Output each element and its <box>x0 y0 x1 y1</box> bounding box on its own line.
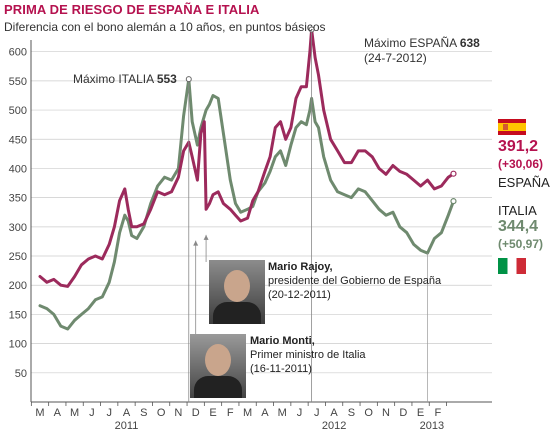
x-tick-label: F <box>227 407 234 419</box>
y-tick-label: 600 <box>9 47 27 59</box>
y-tick-label: 300 <box>9 222 27 234</box>
x-tick-label: D <box>399 407 407 419</box>
rajoy-caption: Mario Rajoy, presidente del Gobierno de … <box>268 260 441 302</box>
monti-name: Mario Monti, <box>250 335 315 347</box>
x-tick-label: O <box>364 407 373 419</box>
italia-max-annotation: Máximo ITALIA 553 <box>73 72 177 86</box>
y-tick-label: 200 <box>9 280 27 292</box>
italia-max-label: Máximo ITALIA <box>73 72 157 86</box>
x-tick-label: N <box>174 407 182 419</box>
rajoy-photo <box>209 260 265 324</box>
spain-flag-icon <box>498 119 526 135</box>
x-tick-label: A <box>330 407 338 419</box>
year-label: 2013 <box>420 420 444 432</box>
espana-value: 391,2 <box>498 138 539 155</box>
italy-flag-icon <box>498 258 526 274</box>
rajoy-date: (20-12-2011) <box>268 289 331 301</box>
y-tick-label: 50 <box>15 368 27 380</box>
rajoy-name: Mario Rajoy, <box>268 261 333 273</box>
chart-title: PRIMA DE RIESGO DE ESPAÑA E ITALIA <box>4 2 260 17</box>
x-tick-label: A <box>123 407 131 419</box>
x-tick-label: O <box>157 407 166 419</box>
italia-change: (+50,97) <box>498 237 544 251</box>
x-tick-label: M <box>243 407 252 419</box>
monti-photo <box>190 334 246 398</box>
annotation-marks: Máximo ESPAÑA 638(24-7-2012)Máximo ITALI… <box>73 26 480 402</box>
y-tick-label: 400 <box>9 163 27 175</box>
y-tick-label: 100 <box>9 339 27 351</box>
year-label: 2011 <box>115 420 139 432</box>
italia-label: ITALIA <box>498 203 537 218</box>
x-tick-label: J <box>297 407 303 419</box>
rajoy-arrow <box>203 234 209 240</box>
year-label: 2012 <box>322 420 346 432</box>
espana-end-marker <box>450 170 457 177</box>
y-tick-label: 350 <box>9 193 27 205</box>
x-tick-label: J <box>89 407 95 419</box>
italia-max-value: 553 <box>157 72 177 86</box>
italia-line <box>38 77 455 331</box>
italia-max-marker <box>185 76 192 83</box>
espana-label: ESPAÑA <box>498 175 550 190</box>
grid-lines <box>31 51 492 374</box>
monti-arrow <box>193 240 199 246</box>
x-tick-label: J <box>314 407 320 419</box>
x-tick-label: N <box>382 407 390 419</box>
espana-max-value: 638 <box>460 36 480 50</box>
y-tick-label: 450 <box>9 134 27 146</box>
rajoy-role: presidente del Gobierno de España <box>268 275 442 287</box>
espana-max-label: Máximo ESPAÑA <box>364 36 460 50</box>
x-tick-label: M <box>70 407 79 419</box>
espana-line <box>38 28 455 288</box>
x-tick-label: M <box>35 407 44 419</box>
x-tick-label: D <box>192 407 200 419</box>
x-tick-label: M <box>278 407 287 419</box>
italia-end-marker <box>450 198 457 205</box>
x-tick-label: S <box>140 407 147 419</box>
monti-caption: Mario Monti, Primer ministro de Italia (… <box>250 334 366 376</box>
monti-role: Primer ministro de Italia <box>250 349 366 361</box>
y-tick-label: 500 <box>9 105 27 117</box>
x-tick-label: E <box>209 407 216 419</box>
y-tick-label: 250 <box>9 251 27 263</box>
espana-change: (+30,06) <box>498 157 544 171</box>
y-tick-label: 550 <box>9 76 27 88</box>
x-tick-label: A <box>54 407 62 419</box>
espana-max-annotation: Máximo ESPAÑA 638 <box>364 36 480 50</box>
x-tick-label: F <box>435 407 442 419</box>
chart-subtitle: Diferencia con el bono alemán a 10 años,… <box>4 20 326 34</box>
espana-max-marker <box>308 26 315 33</box>
x-tick-label: S <box>348 407 355 419</box>
y-tick-label: 150 <box>9 309 27 321</box>
italia-value: 344,4 <box>498 218 539 235</box>
monti-date: (16-11-2011) <box>250 363 312 375</box>
series-lines <box>38 28 455 331</box>
espana-max-date: (24-7-2012) <box>364 51 427 65</box>
y-axis: 50 100 150 200 250 300 350 400 450 500 550 600 <box>9 40 32 402</box>
espana-max-date-text: (24-7-2012) <box>364 51 427 65</box>
x-tick-label: J <box>106 407 112 419</box>
x-tick-label: E <box>417 407 424 419</box>
x-tick-label: A <box>261 407 269 419</box>
